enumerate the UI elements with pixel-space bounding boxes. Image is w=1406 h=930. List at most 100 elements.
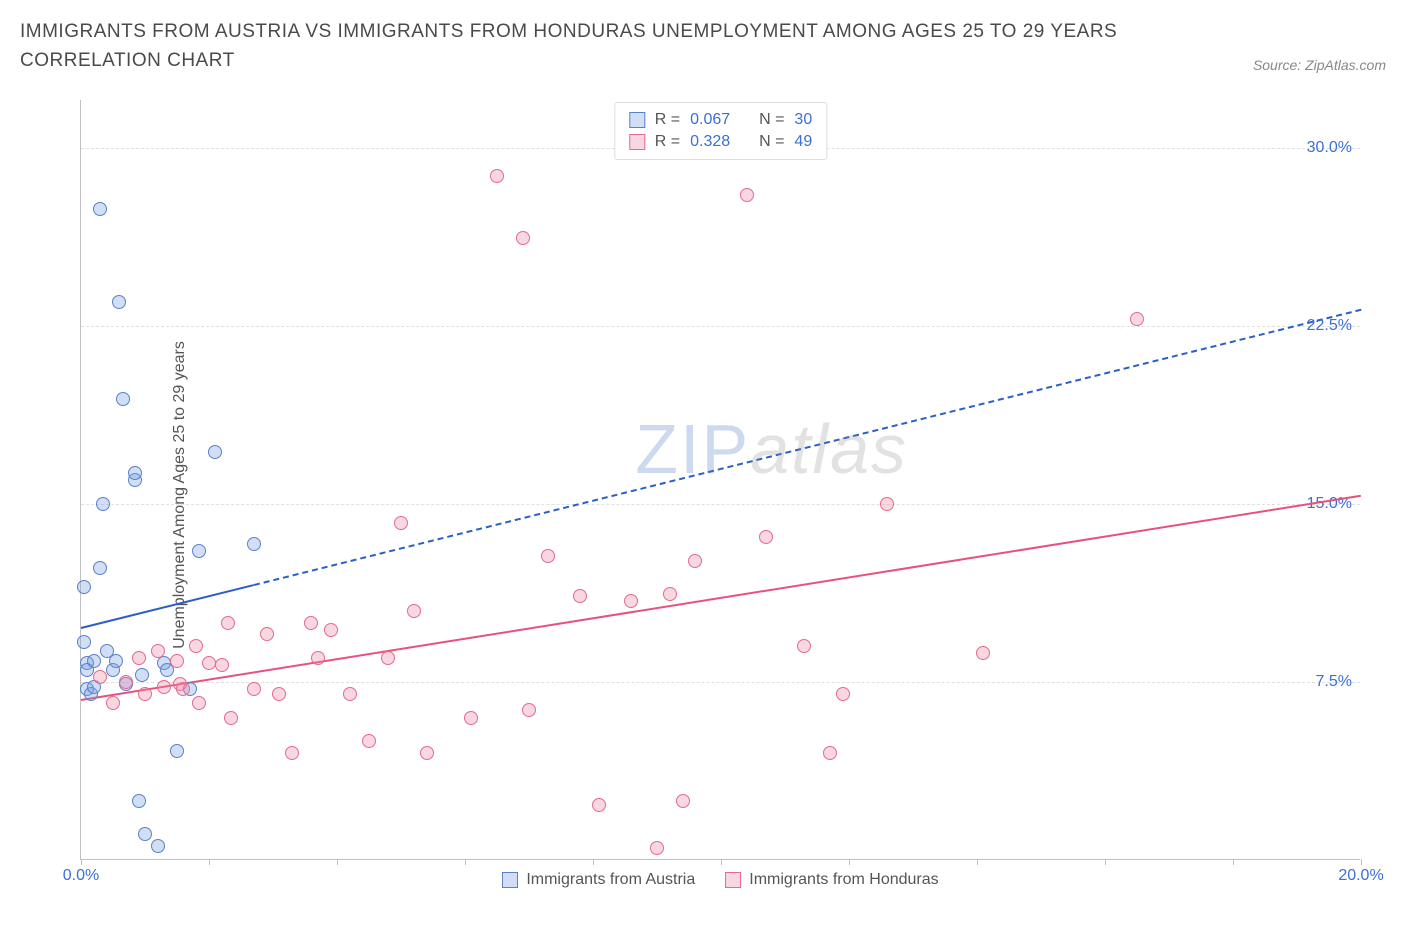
legend-swatch-honduras-b [725, 872, 741, 888]
scatter-point [93, 202, 107, 216]
scatter-point [976, 646, 990, 660]
trendline [81, 494, 1361, 700]
scatter-point [592, 798, 606, 812]
scatter-point [157, 680, 171, 694]
scatter-point [93, 561, 107, 575]
x-tick-label: 0.0% [63, 867, 99, 885]
scatter-point [112, 295, 126, 309]
legend-swatch-austria [629, 112, 645, 128]
scatter-point [823, 746, 837, 760]
stats-legend: R = 0.067 N = 30 R = 0.328 N = 49 [614, 102, 827, 160]
scatter-point [381, 651, 395, 665]
gridline-h [81, 682, 1360, 683]
scatter-point [759, 530, 773, 544]
gridline-h [81, 326, 1360, 327]
scatter-point [676, 794, 690, 808]
gridline-h [81, 504, 1360, 505]
scatter-point [624, 594, 638, 608]
scatter-point [247, 682, 261, 696]
scatter-point [663, 587, 677, 601]
series-legend-honduras: Immigrants from Honduras [725, 871, 938, 889]
scatter-point [132, 794, 146, 808]
watermark-text: ZIPatlas [635, 409, 908, 489]
x-tick-label: 20.0% [1338, 867, 1383, 885]
scatter-point [128, 466, 142, 480]
y-tick-label: 22.5% [1307, 317, 1352, 335]
scatter-point [650, 841, 664, 855]
x-tick [977, 859, 978, 865]
scatter-point [170, 654, 184, 668]
scatter-point [522, 703, 536, 717]
stats-legend-row-austria: R = 0.067 N = 30 [629, 109, 812, 131]
scatter-point [176, 682, 190, 696]
scatter-point [215, 658, 229, 672]
scatter-point [192, 696, 206, 710]
scatter-point [77, 635, 91, 649]
x-tick [593, 859, 594, 865]
trendline [254, 309, 1362, 586]
scatter-point [135, 668, 149, 682]
plot-area: ZIPatlas R = 0.067 N = 30 R = 0.328 N = … [80, 100, 1360, 860]
scatter-point [324, 623, 338, 637]
scatter-point [151, 644, 165, 658]
scatter-point [420, 746, 434, 760]
source-attribution: Source: ZipAtlas.com [1253, 57, 1386, 75]
scatter-point [740, 188, 754, 202]
legend-swatch-honduras [629, 134, 645, 150]
scatter-point [343, 687, 357, 701]
scatter-point [797, 639, 811, 653]
scatter-point [490, 169, 504, 183]
scatter-point [394, 516, 408, 530]
scatter-point [260, 627, 274, 641]
scatter-point [573, 589, 587, 603]
chart-title: IMMIGRANTS FROM AUSTRIA VS IMMIGRANTS FR… [20, 18, 1120, 75]
stats-legend-row-honduras: R = 0.328 N = 49 [629, 131, 812, 153]
x-tick [465, 859, 466, 865]
scatter-point [77, 580, 91, 594]
scatter-point [170, 744, 184, 758]
x-tick [209, 859, 210, 865]
scatter-point [87, 654, 101, 668]
scatter-point [96, 497, 110, 511]
scatter-point [272, 687, 286, 701]
scatter-point [362, 734, 376, 748]
x-tick [81, 859, 82, 865]
scatter-point [202, 656, 216, 670]
scatter-point [880, 497, 894, 511]
scatter-point [208, 445, 222, 459]
scatter-point [464, 711, 478, 725]
legend-swatch-austria-b [502, 872, 518, 888]
scatter-point [407, 604, 421, 618]
scatter-point [138, 687, 152, 701]
scatter-point [285, 746, 299, 760]
scatter-point [151, 839, 165, 853]
scatter-point [224, 711, 238, 725]
chart-container: Unemployment Among Ages 25 to 29 years Z… [60, 100, 1380, 890]
scatter-point [106, 696, 120, 710]
series-legend: Immigrants from Austria Immigrants from … [81, 871, 1360, 889]
scatter-point [119, 675, 133, 689]
x-tick [1105, 859, 1106, 865]
y-tick-label: 7.5% [1316, 673, 1352, 691]
scatter-point [93, 670, 107, 684]
scatter-point [189, 639, 203, 653]
scatter-point [311, 651, 325, 665]
series-legend-austria: Immigrants from Austria [502, 871, 695, 889]
x-tick [849, 859, 850, 865]
scatter-point [688, 554, 702, 568]
scatter-point [192, 544, 206, 558]
x-tick [1361, 859, 1362, 865]
scatter-point [221, 616, 235, 630]
scatter-point [836, 687, 850, 701]
x-tick [337, 859, 338, 865]
x-tick [721, 859, 722, 865]
scatter-point [516, 231, 530, 245]
scatter-point [100, 644, 114, 658]
scatter-point [541, 549, 555, 563]
scatter-point [304, 616, 318, 630]
scatter-point [116, 392, 130, 406]
y-tick-label: 30.0% [1307, 139, 1352, 157]
scatter-point [247, 537, 261, 551]
scatter-point [138, 827, 152, 841]
scatter-point [132, 651, 146, 665]
